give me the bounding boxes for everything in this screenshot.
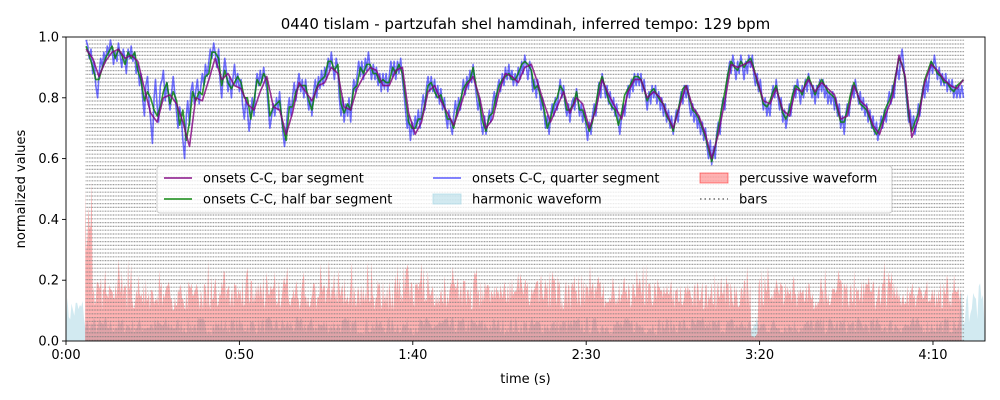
y-axis: 0.0 0.2 0.4 0.6 0.8 1.0 [38,31,66,350]
legend-label-onsets-c-c-quarter-segment: onsets C-C, quarter segment [472,172,659,187]
harmonic-waveform-area [66,283,985,341]
x-tick-label-3: 2:30 [572,348,601,363]
legend-swatch-percussive-waveform [699,172,729,184]
series-bar-line [85,48,965,160]
x-tick-label-2: 1:40 [398,348,427,363]
y-tick-label-0: 0.0 [38,335,59,350]
legend: onsets C-C, bar segment onsets C-C, half … [156,165,893,214]
y-tick-label-2: 0.4 [38,213,59,228]
legend-label-onsets-c-c-bar-segment: onsets C-C, bar segment [203,172,364,187]
legend-swatch-harmonic-waveform [432,193,462,205]
percussive-waveform-area [85,181,962,341]
plot-frame [65,36,986,342]
legend-label-bars: bars [739,193,768,208]
y-tick-label-1: 0.2 [38,274,59,289]
legend-label-onsets-c-c-half-bar-segment: onsets C-C, half bar segment [203,193,392,208]
legend-label-percussive-waveform: percussive waveform [739,172,877,187]
x-tick-label-4: 3:20 [745,348,774,363]
y-tick-label-5: 1.0 [38,31,59,46]
y-tick-label-3: 0.6 [38,152,59,167]
legend-label-harmonic-waveform: harmonic waveform [472,193,602,208]
legend-box [156,165,893,214]
y-tick-label-4: 0.8 [38,91,59,106]
x-tick-label-5: 4:10 [918,348,947,363]
y-axis-label: normalized values [14,129,29,248]
x-tick-label-0: 0:00 [51,348,80,363]
x-axis-label: time (s) [500,372,550,387]
chart-title: 0440 tislam - partzufah shel hamdinah, i… [281,15,771,33]
x-tick-label-1: 0:50 [225,348,254,363]
x-axis: 0:00 0:50 1:40 2:30 3:20 4:10 [51,341,948,363]
